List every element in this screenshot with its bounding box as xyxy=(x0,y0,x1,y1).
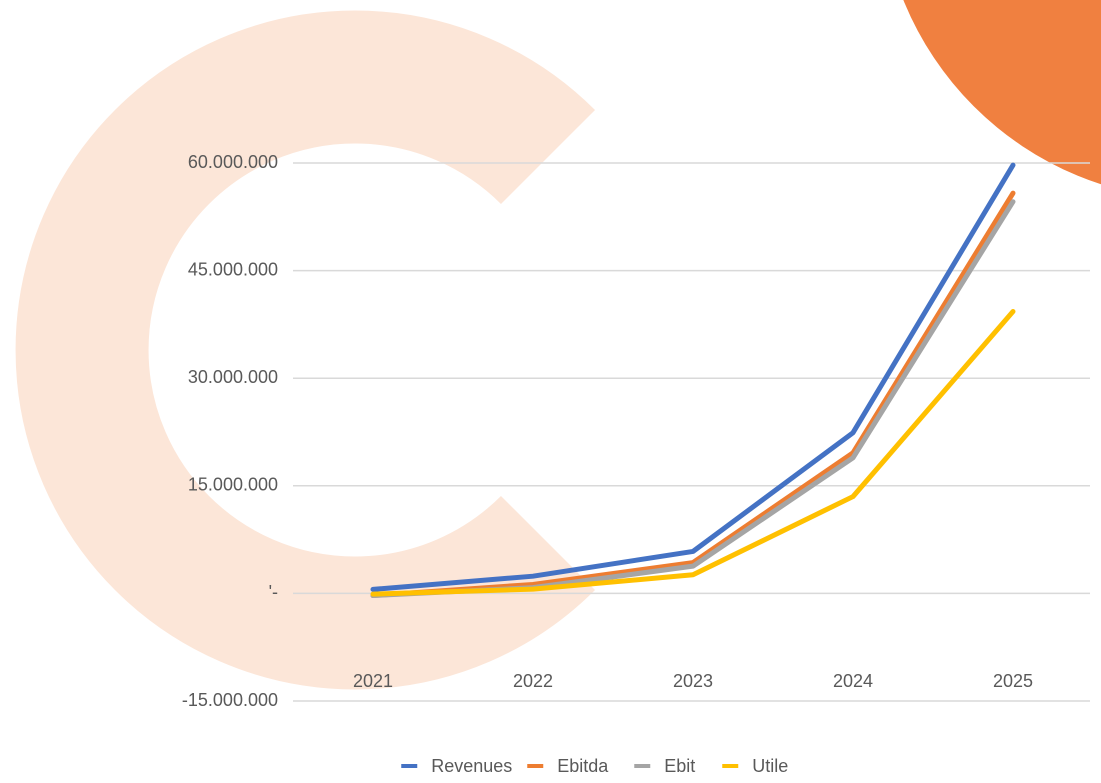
x-tick-label: 2021 xyxy=(353,671,393,691)
background-arc xyxy=(82,77,548,623)
x-tick-label: 2022 xyxy=(513,671,553,691)
y-tick-label: 60.000.000 xyxy=(188,152,278,172)
y-tick-label: -15.000.000 xyxy=(182,690,278,710)
legend-label: Ebit xyxy=(664,756,695,776)
x-tick-label: 2024 xyxy=(833,671,873,691)
x-tick-label: 2025 xyxy=(993,671,1033,691)
chart: -15.000.000 '- 15.000.000 30.000.000 45.000.… xyxy=(0,0,1101,783)
y-tick-label: 30.000.000 xyxy=(188,367,278,387)
legend-label: Ebitda xyxy=(557,756,609,776)
legend-label: Utile xyxy=(752,756,788,776)
y-tick-label: 45.000.000 xyxy=(188,259,278,279)
x-tick-label: 2023 xyxy=(673,671,713,691)
background-circle xyxy=(880,0,1101,200)
y-tick-label: 15.000.000 xyxy=(188,475,278,495)
legend-label: Revenues xyxy=(431,756,512,776)
y-tick-label: '- xyxy=(269,582,278,602)
